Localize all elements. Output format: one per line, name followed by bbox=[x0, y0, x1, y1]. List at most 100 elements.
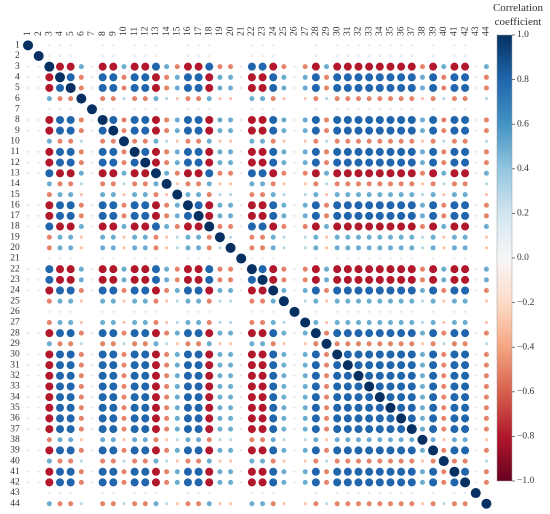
correlation-dot bbox=[293, 150, 296, 153]
correlation-dot bbox=[247, 350, 256, 359]
correlation-dot bbox=[283, 258, 285, 260]
correlation-dot bbox=[56, 265, 65, 274]
correlation-dot bbox=[153, 245, 159, 251]
correlation-dot bbox=[400, 54, 403, 57]
correlation-dot bbox=[461, 222, 470, 231]
x-tick-label: 38 bbox=[418, 26, 428, 36]
correlation-dot bbox=[386, 446, 395, 455]
correlation-dot bbox=[91, 503, 93, 505]
correlation-dot bbox=[419, 394, 425, 400]
correlation-dot bbox=[485, 55, 487, 57]
correlation-dot bbox=[46, 192, 52, 198]
correlation-dot bbox=[141, 361, 150, 370]
correlation-dot bbox=[354, 275, 363, 284]
correlation-dot bbox=[442, 193, 446, 197]
correlation-dot bbox=[303, 97, 307, 101]
correlation-dot bbox=[249, 341, 255, 347]
correlation-dot bbox=[27, 76, 30, 79]
correlation-dot bbox=[441, 469, 447, 475]
correlation-dot bbox=[443, 55, 445, 57]
correlation-dot bbox=[56, 329, 65, 338]
correlation-dot bbox=[483, 74, 489, 80]
correlation-dot bbox=[429, 382, 438, 391]
correlation-dot bbox=[269, 414, 278, 423]
correlation-dot bbox=[429, 265, 438, 274]
correlation-dot bbox=[484, 193, 488, 197]
correlation-dot bbox=[270, 437, 276, 443]
correlation-dot bbox=[334, 138, 340, 144]
correlation-dot bbox=[140, 157, 151, 168]
correlation-dot bbox=[421, 55, 423, 57]
correlation-dot bbox=[429, 275, 438, 284]
correlation-dot bbox=[121, 149, 127, 155]
correlation-dot bbox=[110, 501, 116, 507]
colorbar-tick-label: −0.4 bbox=[517, 342, 534, 352]
correlation-dot bbox=[121, 64, 127, 70]
correlation-dot bbox=[293, 268, 296, 271]
correlation-dot bbox=[365, 126, 374, 135]
correlation-dot bbox=[101, 257, 104, 260]
correlation-dot bbox=[302, 149, 308, 155]
correlation-dot bbox=[48, 310, 51, 313]
correlation-dot bbox=[325, 235, 329, 239]
correlation-dot bbox=[375, 62, 384, 71]
correlation-dot bbox=[386, 275, 395, 284]
correlation-dot bbox=[98, 73, 107, 82]
correlation-dot bbox=[176, 108, 178, 110]
correlation-dot bbox=[151, 393, 160, 402]
correlation-dot bbox=[354, 478, 363, 487]
correlation-dot bbox=[151, 115, 160, 124]
correlation-dot bbox=[269, 83, 278, 92]
correlation-dot bbox=[217, 415, 223, 421]
correlation-dot bbox=[474, 225, 477, 228]
correlation-dot bbox=[219, 258, 221, 260]
correlation-dot bbox=[365, 467, 374, 476]
correlation-dot bbox=[311, 211, 320, 220]
correlation-dot bbox=[194, 361, 203, 370]
correlation-dot bbox=[57, 245, 63, 251]
x-tick-label: 37 bbox=[407, 26, 417, 36]
correlation-dot bbox=[175, 299, 179, 303]
correlation-dot bbox=[110, 319, 116, 325]
correlation-dot bbox=[324, 277, 330, 283]
correlation-dot bbox=[324, 74, 330, 80]
correlation-dot bbox=[206, 298, 212, 304]
correlation-dot bbox=[470, 488, 481, 499]
correlation-dot bbox=[345, 319, 351, 325]
correlation-dot bbox=[314, 44, 317, 47]
correlation-dot bbox=[453, 310, 456, 313]
correlation-dot bbox=[461, 201, 470, 210]
correlation-dot bbox=[260, 341, 266, 347]
correlation-dot bbox=[141, 222, 150, 231]
correlation-dot bbox=[269, 329, 278, 338]
correlation-dot bbox=[240, 118, 243, 121]
correlation-dot bbox=[419, 170, 425, 176]
correlation-dot bbox=[368, 257, 371, 260]
correlation-dot bbox=[247, 403, 256, 412]
correlation-dot bbox=[293, 289, 296, 292]
correlation-dot bbox=[121, 128, 127, 134]
correlation-dot bbox=[121, 170, 127, 176]
correlation-dot bbox=[194, 83, 203, 92]
y-tick-label: 8 bbox=[15, 115, 20, 125]
correlation-dot bbox=[461, 265, 470, 274]
y-tick-label: 41 bbox=[10, 467, 20, 477]
correlation-dot bbox=[451, 234, 457, 240]
correlation-dot bbox=[176, 258, 178, 260]
correlation-dot bbox=[303, 246, 307, 250]
correlation-dot bbox=[281, 415, 287, 421]
correlation-dot bbox=[247, 446, 256, 455]
correlation-dot bbox=[194, 275, 203, 284]
correlation-dot bbox=[282, 97, 286, 101]
correlation-dot bbox=[110, 245, 116, 251]
correlation-dot bbox=[100, 458, 106, 464]
correlation-dot bbox=[228, 170, 234, 176]
correlation-dot bbox=[37, 118, 40, 121]
correlation-dot bbox=[407, 382, 416, 391]
correlation-dot bbox=[407, 83, 416, 92]
correlation-dot bbox=[164, 394, 170, 400]
correlation-dot bbox=[269, 371, 278, 380]
correlation-dot bbox=[69, 310, 72, 313]
correlation-dot bbox=[420, 502, 424, 506]
x-tick-label: 13 bbox=[151, 26, 161, 36]
